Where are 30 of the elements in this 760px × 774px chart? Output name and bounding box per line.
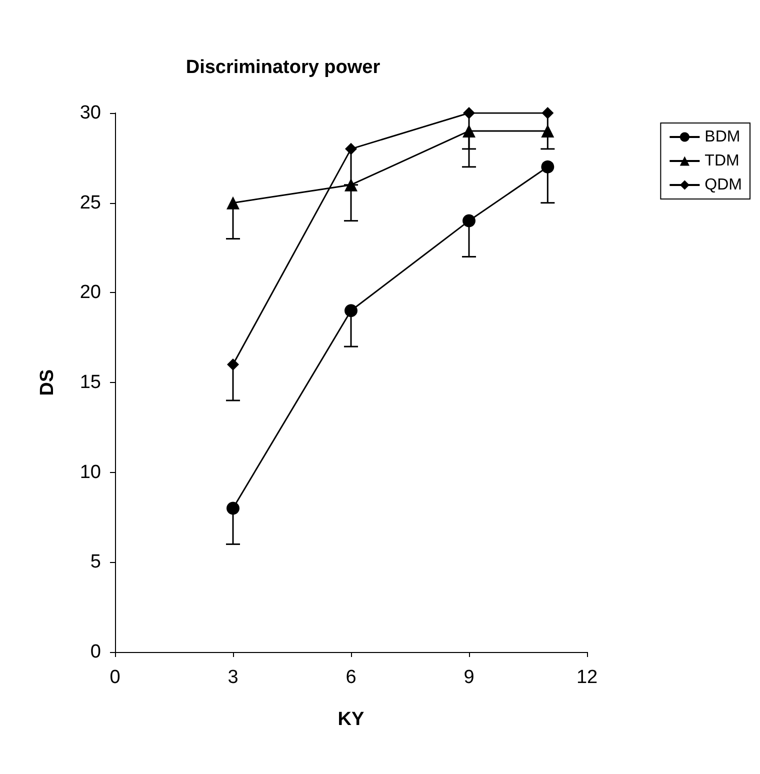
y-tick-label: 10 xyxy=(80,462,101,483)
point xyxy=(227,358,239,371)
legend-label: TDM xyxy=(704,152,740,170)
chart-title: Discriminatory power xyxy=(186,57,381,78)
x-tick-label: 12 xyxy=(576,667,598,688)
y-tick-label: 25 xyxy=(80,192,101,214)
point xyxy=(344,304,358,318)
y-axis-title: DS xyxy=(37,369,58,396)
point xyxy=(462,214,476,228)
y-tick-label: 20 xyxy=(80,282,101,304)
x-axis-title: KY xyxy=(338,709,365,730)
point xyxy=(344,178,358,192)
x-tick-label: 9 xyxy=(464,667,474,688)
point xyxy=(226,502,240,515)
point xyxy=(345,142,357,155)
y-tick-label: 5 xyxy=(90,552,101,573)
point xyxy=(541,160,554,174)
legend-label: QDM xyxy=(704,176,742,194)
y-tick-label: 0 xyxy=(90,642,101,662)
x-tick-label: 6 xyxy=(346,667,356,688)
point xyxy=(226,196,240,210)
point xyxy=(542,107,554,119)
point xyxy=(462,124,476,138)
y-tick-label: 15 xyxy=(80,372,101,393)
y-tick-label: 30 xyxy=(80,102,101,124)
legend-label: BDM xyxy=(704,128,740,146)
point xyxy=(541,124,554,138)
x-tick-label: 3 xyxy=(228,667,238,688)
x-tick-label: 0 xyxy=(110,667,120,688)
point xyxy=(463,107,475,119)
